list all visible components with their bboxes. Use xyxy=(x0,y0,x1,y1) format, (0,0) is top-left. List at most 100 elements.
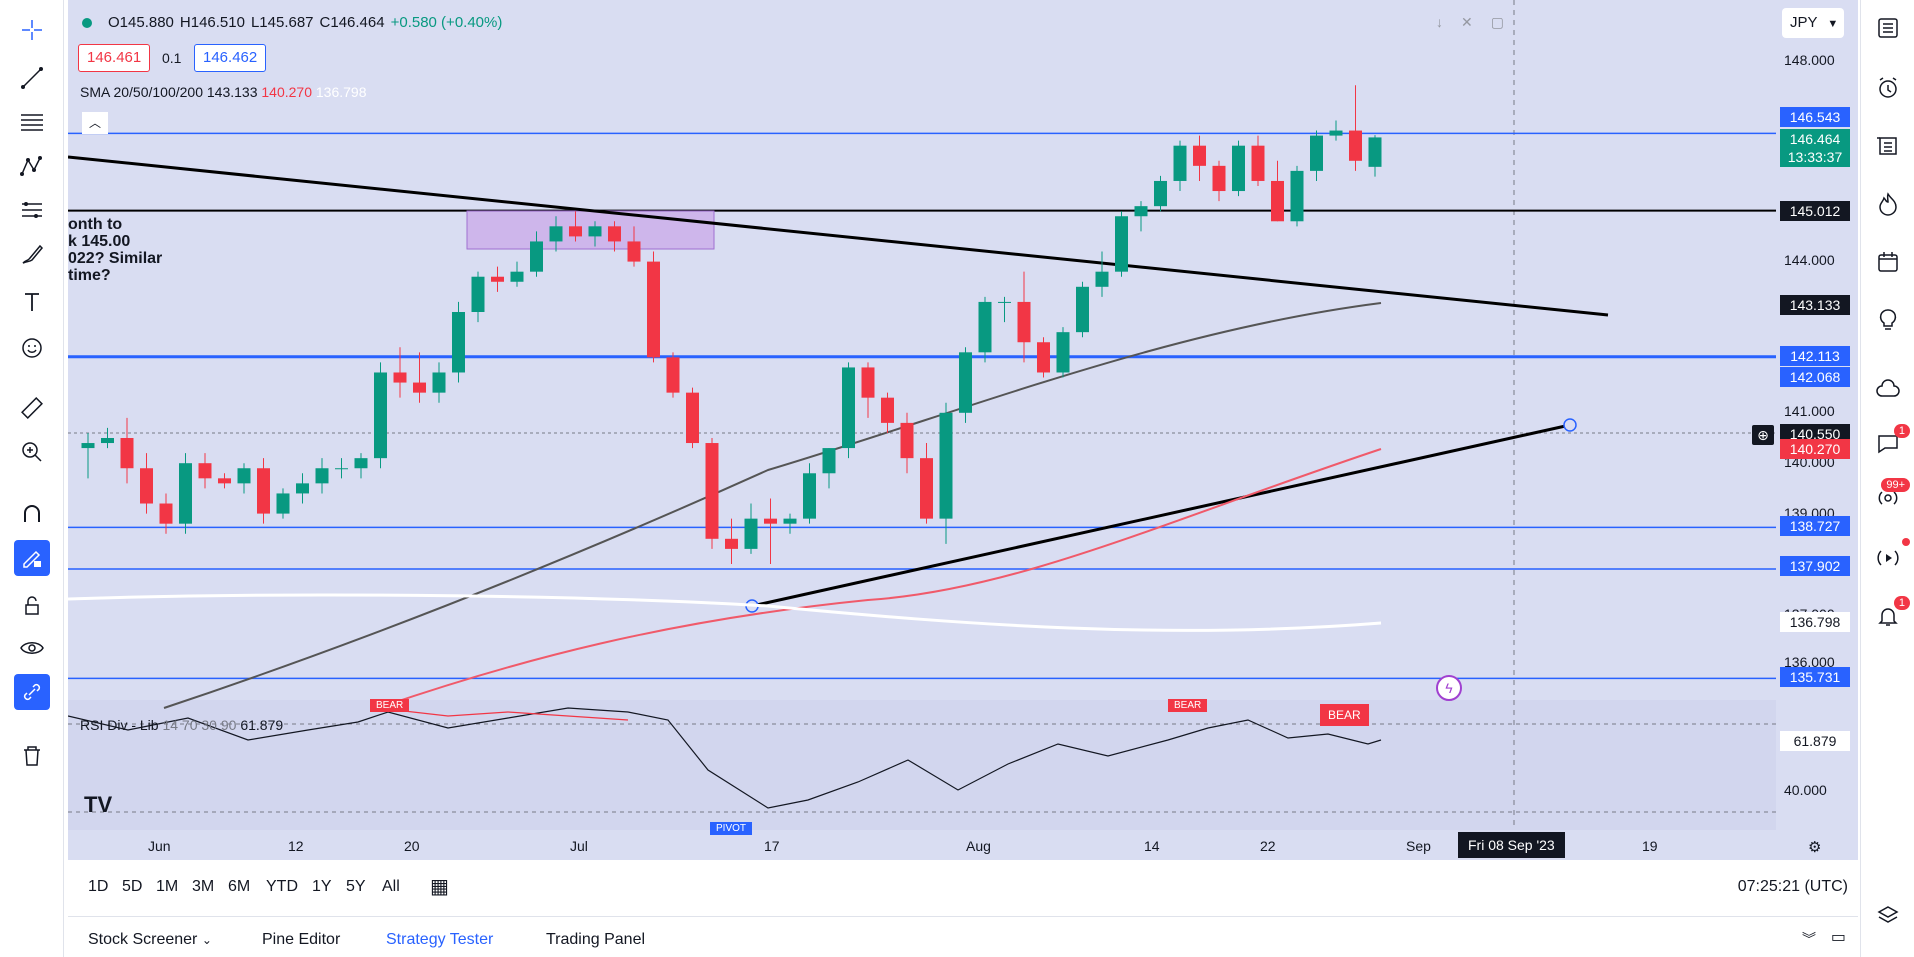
watchlist-icon[interactable] xyxy=(1872,12,1904,44)
live-broadcast-icon[interactable] xyxy=(1872,538,1910,574)
buy-price-button[interactable]: 146.462 xyxy=(194,44,267,72)
range-3m-button[interactable]: 3M xyxy=(192,878,215,895)
lock-drawing-icon[interactable] xyxy=(14,540,50,576)
chat-icon[interactable]: 1 xyxy=(1872,424,1910,460)
status-dot-icon[interactable] xyxy=(82,17,92,28)
candle-down xyxy=(686,392,699,444)
price-chart[interactable] xyxy=(68,0,1858,860)
fib-tool-icon[interactable] xyxy=(14,104,50,140)
range-6m-button[interactable]: 6M xyxy=(228,878,251,895)
candle-down xyxy=(159,503,173,524)
range-all-button[interactable]: All xyxy=(382,878,400,895)
price-axis-tag: 138.727 xyxy=(1780,516,1850,536)
ideas-lightbulb-icon[interactable] xyxy=(1872,304,1904,336)
layers-icon[interactable] xyxy=(1872,900,1904,932)
candle-up xyxy=(530,241,543,272)
candle-up xyxy=(978,301,992,353)
rsi-overbought-segment xyxy=(377,707,629,721)
candle-down xyxy=(413,382,426,393)
resistance-zone-box xyxy=(466,210,715,250)
projection-tool-icon[interactable] xyxy=(14,192,50,228)
candle-up xyxy=(959,352,972,413)
tab-label: Stock Screener xyxy=(88,931,198,948)
candle-up xyxy=(1095,271,1109,287)
candle-up xyxy=(374,372,387,459)
text-tool-icon[interactable] xyxy=(14,284,50,320)
zoom-in-icon[interactable] xyxy=(14,434,50,470)
arrow-down-icon[interactable]: ↓ xyxy=(1436,14,1443,30)
candle-up xyxy=(1076,286,1089,333)
annotation-line: k 145.00 xyxy=(68,233,131,250)
collapse-legend-button[interactable]: ︿ xyxy=(82,112,108,134)
pattern-tool-icon[interactable] xyxy=(14,148,50,184)
candle-up xyxy=(1368,137,1382,167)
streams-icon[interactable]: 99+ xyxy=(1872,478,1910,514)
candle-up xyxy=(179,463,192,524)
chevron-double-down-icon[interactable]: ︾ xyxy=(1802,931,1816,947)
tab-strategy-tester[interactable]: Strategy Tester xyxy=(386,931,494,948)
crosshair-tool-icon[interactable] xyxy=(14,12,50,48)
data-window-icon[interactable] xyxy=(1872,130,1904,162)
candle-up xyxy=(1232,145,1245,192)
rsi-params: 14 70 30 90 xyxy=(162,717,237,733)
price-axis-tag: 13:33:37 xyxy=(1780,147,1850,167)
chart-annotation-text[interactable]: onth to k 145.00 022? Similar time? xyxy=(68,216,162,284)
utc-clock[interactable]: 07:25:21 (UTC) xyxy=(1737,878,1848,895)
hotlist-fire-icon[interactable] xyxy=(1872,188,1904,220)
range-ytd-button[interactable]: YTD xyxy=(266,878,298,895)
axis-settings-gear-icon[interactable]: ⚙ xyxy=(1808,839,1822,856)
trash-icon[interactable] xyxy=(14,738,50,774)
trendline-handle xyxy=(1563,418,1577,432)
emoji-tool-icon[interactable] xyxy=(14,330,50,366)
candle-up xyxy=(315,468,329,484)
price-axis-tag: 140.270 xyxy=(1780,439,1850,459)
candle-up xyxy=(1290,170,1304,222)
link-icon[interactable] xyxy=(14,674,50,710)
tab-pine-editor[interactable]: Pine Editor xyxy=(262,931,341,948)
rsi-legend[interactable]: RSI Div - Lib 14 70 30 90 61.879 xyxy=(80,717,283,733)
sma-value-3: 136.798 xyxy=(315,84,367,100)
notification-bell-icon[interactable]: 1 xyxy=(1872,596,1910,632)
alarm-clock-icon[interactable] xyxy=(1872,72,1904,104)
candle-down xyxy=(218,478,231,484)
lightning-icon[interactable]: ϟ xyxy=(1436,675,1462,701)
community-cloud-icon[interactable] xyxy=(1872,374,1904,406)
annotation-line: onth to xyxy=(68,216,123,233)
magnet-icon[interactable] xyxy=(14,496,50,532)
candle-up xyxy=(237,468,251,484)
time-axis[interactable]: Jun 12 20 Jul 17 Aug 14 22 Sep 19 Fri 08… xyxy=(68,830,1821,860)
sma-label: SMA 20/50/100/200 xyxy=(80,84,203,100)
range-1d-button[interactable]: 1D xyxy=(88,878,109,895)
candle-down xyxy=(1212,165,1226,192)
date-range-calendar-icon[interactable]: ▦ xyxy=(430,876,449,898)
add-alert-plus-icon[interactable]: ⊕ xyxy=(1752,425,1774,445)
currency-select[interactable]: JPY ▼ xyxy=(1782,8,1844,38)
chevron-down-icon: ▼ xyxy=(1827,18,1839,30)
candle-down xyxy=(627,241,641,262)
range-1m-button[interactable]: 1M xyxy=(156,878,179,895)
chevron-down-icon: ⌄ xyxy=(201,933,212,947)
sell-price-button[interactable]: 146.461 xyxy=(78,44,151,72)
candle-up xyxy=(276,493,290,514)
range-5y-button[interactable]: 5Y xyxy=(346,878,366,895)
restore-icon[interactable]: ▢ xyxy=(1490,14,1504,30)
sma-100-line xyxy=(377,448,1382,709)
tab-trading-panel[interactable]: Trading Panel xyxy=(546,931,646,948)
candle-down xyxy=(1037,342,1050,373)
range-5d-button[interactable]: 5D xyxy=(122,878,143,895)
crosshair-date-label: Fri 08 Sep '23 xyxy=(1458,832,1565,858)
candle-down xyxy=(881,397,894,423)
brush-tool-icon[interactable] xyxy=(14,236,50,272)
maximize-panel-icon[interactable]: ▭ xyxy=(1830,929,1846,946)
lock-icon[interactable] xyxy=(14,588,50,624)
range-1y-button[interactable]: 1Y xyxy=(312,878,332,895)
ruler-tool-icon[interactable] xyxy=(14,390,50,426)
chart-area[interactable]: O145.880 H146.510 L145.687 C146.464 +0.5… xyxy=(68,0,1858,860)
calendar-icon[interactable] xyxy=(1872,246,1904,278)
collapse-icon[interactable]: ✕ xyxy=(1461,14,1473,30)
notifications-badge: 99+ xyxy=(1881,478,1910,492)
eye-icon[interactable] xyxy=(14,630,50,666)
trend-line-tool-icon[interactable] xyxy=(14,60,50,96)
sma-legend[interactable]: SMA 20/50/100/200 143.133 140.270 136.79… xyxy=(80,84,367,100)
tab-stock-screener[interactable]: Stock Screener ⌄ xyxy=(88,931,212,949)
